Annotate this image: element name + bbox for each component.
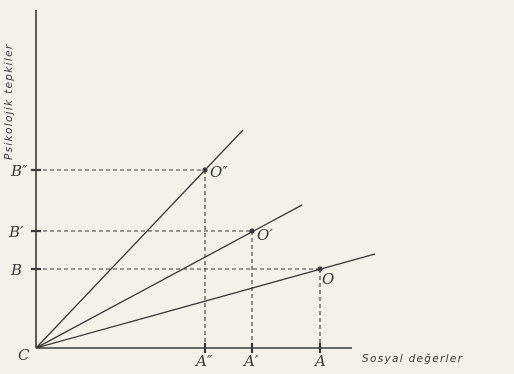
label-o1: O′ <box>257 226 273 244</box>
label-origin: C <box>18 346 30 364</box>
label-o2: O″ <box>210 163 228 181</box>
label-b: B <box>10 261 22 279</box>
point-o1 <box>249 228 255 234</box>
label-b2: B″ <box>10 162 28 180</box>
label-a2: A″ <box>194 352 213 370</box>
label-o: O <box>322 270 334 288</box>
label-a: A <box>313 352 326 370</box>
ray-middle <box>35 204 303 349</box>
point-o <box>317 266 323 272</box>
label-b1: B′ <box>8 223 24 241</box>
x-axis-label: Sosyal değerler <box>362 353 463 365</box>
point-o2 <box>202 167 208 173</box>
ray-steep <box>35 129 244 349</box>
label-a1: A′ <box>242 352 259 370</box>
y-axis-label: Psikolojik tepkiler <box>3 44 15 160</box>
